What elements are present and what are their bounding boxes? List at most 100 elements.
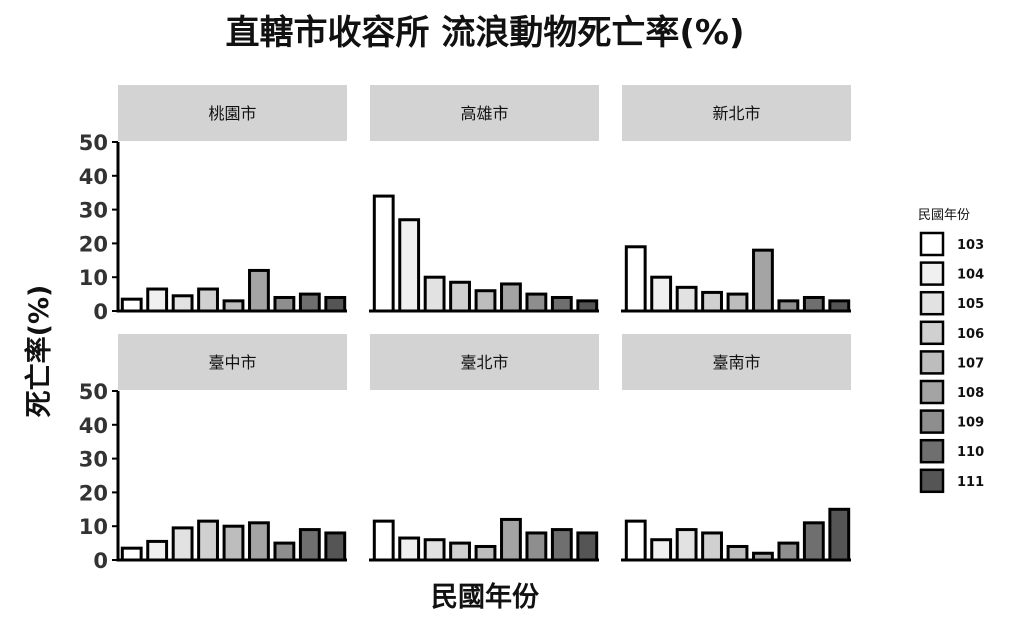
facet-strip [370,334,599,390]
bar [222,524,245,562]
facet-strip-label: 桃園市 [208,104,256,123]
y-axis-label: 死亡率(%) [23,285,55,418]
legend-label: 108 [957,386,984,401]
facet-strip-label: 臺北市 [460,353,508,372]
legend-swatch [919,261,945,286]
facet-panel: 新北市 [621,85,851,313]
bar [500,517,522,562]
bar [624,519,647,562]
facet-strip-label: 新北市 [712,104,760,123]
facet-strip [622,85,851,141]
bar [828,507,851,562]
legend-swatch [919,290,945,316]
bar [576,531,599,562]
bar [650,275,673,313]
bar [624,245,647,313]
bar [726,544,749,562]
y-tick-label: 50 [79,380,108,404]
bar [675,528,698,562]
facet-strip-label: 臺南市 [712,353,760,372]
bar [675,285,698,313]
bar [550,528,573,562]
bar [828,299,851,313]
y-tick-label: 10 [79,266,108,290]
bar [726,292,749,313]
legend-label: 109 [957,416,984,431]
bar [372,519,395,562]
facet-strip-label: 臺中市 [208,353,256,372]
bar [423,538,446,562]
bar [701,531,723,562]
bar [171,526,194,562]
bar [550,295,573,313]
bar [474,544,497,562]
legend-label: 104 [957,268,984,283]
facet-strip [118,85,347,141]
bar [525,292,548,313]
bar [802,295,825,313]
facet-panel: 桃園市 0 10 20 30 40 50 [79,85,347,324]
chart-title: 直轄市收容所 流浪動物死亡率(%) [226,13,745,53]
facet-panel: 臺北市 [369,334,599,562]
bar [248,521,270,562]
legend-swatch [919,231,945,257]
bar [146,539,169,562]
legend-label: 105 [957,297,984,312]
y-tick-label: 0 [93,300,108,324]
bar [248,268,270,313]
facet-strip-label: 高雄市 [460,104,508,123]
legend-title: 民國年份 [918,208,970,223]
facet-panel: 高雄市 [369,85,599,313]
x-axis-label: 民國年份 [431,581,539,613]
bar [474,289,497,313]
bar [298,528,321,562]
y-tick-label: 50 [79,131,108,155]
bar [398,218,421,313]
bar [398,536,421,562]
bar [171,294,194,313]
bar [197,287,219,313]
facet-panel: 臺中市 0 10 20 30 40 50 [79,334,347,573]
bar [423,275,446,313]
bar [273,295,296,313]
facet-panel: 臺南市 [621,334,851,562]
bar [120,297,143,313]
bar [576,299,599,313]
y-tick-label: 40 [79,165,108,189]
bar [222,299,245,313]
bar [324,295,347,313]
bar [650,538,673,562]
legend: 民國年份 103 104 105 106 107 108 109 110 111 [918,208,984,494]
facet-strip [118,334,347,390]
legend-swatch [919,468,945,494]
y-tick-label: 30 [79,199,108,223]
y-tick-label: 10 [79,515,108,539]
legend-label: 106 [957,327,984,342]
bar [777,299,800,313]
bar [273,541,296,562]
legend-label: 107 [957,356,984,371]
bar [372,194,395,313]
bar [120,546,143,562]
bar [701,290,723,313]
legend-swatch [919,379,945,405]
bar [449,280,471,313]
legend-swatch [919,320,945,346]
y-tick-label: 30 [79,448,108,472]
y-tick-label: 0 [93,549,108,573]
bar [146,287,169,313]
legend-label: 110 [957,445,984,460]
legend-swatch [919,350,945,375]
bar [500,282,522,313]
bar [298,292,321,313]
y-tick-label: 40 [79,414,108,438]
bar [197,519,219,562]
bar [449,541,471,562]
legend-label: 103 [957,238,984,253]
y-tick-label: 20 [79,481,108,505]
facet-strip [622,334,851,390]
bar [802,521,825,562]
legend-swatch [919,438,945,464]
